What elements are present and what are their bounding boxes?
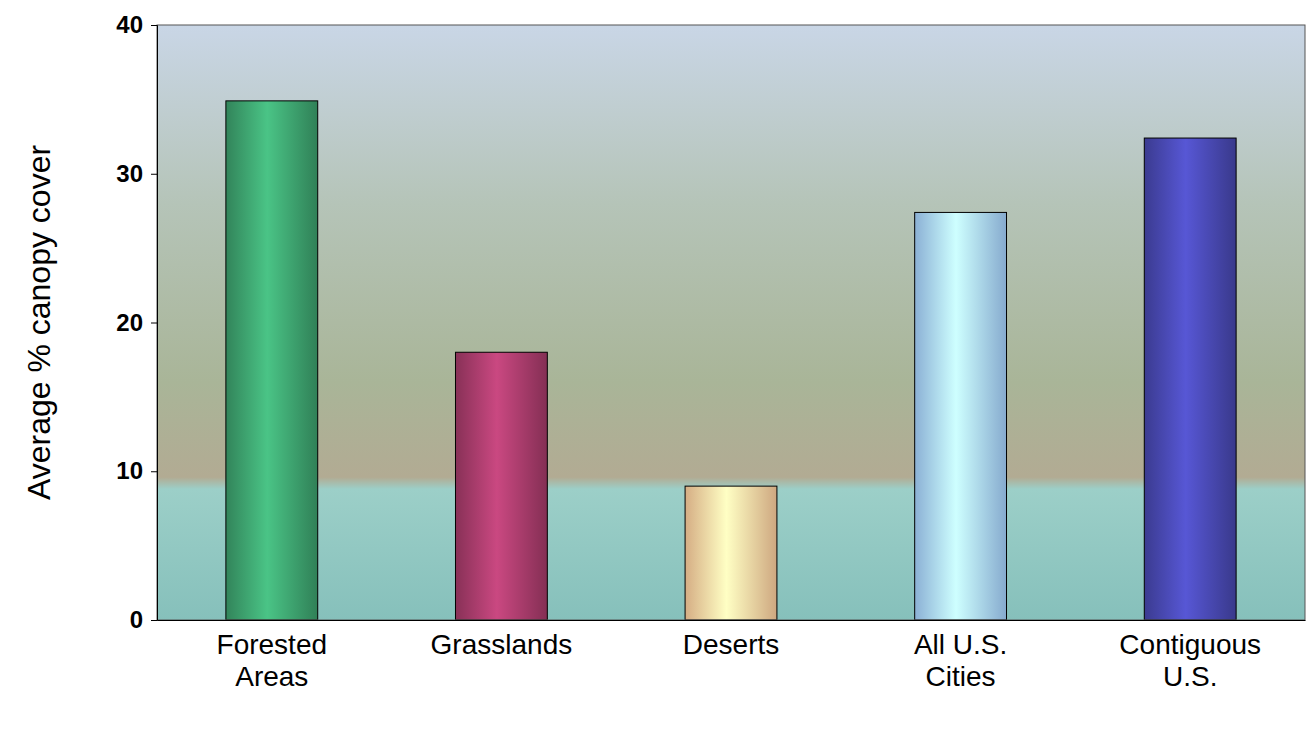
bar [1144, 138, 1236, 620]
y-tick-label: 20 [116, 309, 143, 336]
x-tick: ContiguousU.S. [1119, 620, 1261, 692]
y-tick: 10 [116, 457, 157, 484]
bar [915, 212, 1007, 620]
y-axis: 0 10 20 30 40 [116, 11, 157, 633]
x-tick-label-line: Contiguous [1119, 629, 1261, 660]
bar [685, 486, 777, 620]
x-tick: ForestedAreas [217, 620, 327, 692]
x-tick-label-line: Deserts [683, 629, 779, 660]
x-tick-label: Grasslands [431, 629, 573, 660]
y-tick-mark [151, 25, 157, 26]
y-tick-mark [151, 471, 157, 472]
y-tick-label: 30 [116, 160, 143, 187]
x-tick-label: ContiguousU.S. [1119, 629, 1261, 692]
x-axis-line [158, 620, 1306, 621]
y-tick: 0 [130, 606, 157, 633]
x-axis: ForestedAreas Grasslands Deserts All U.S.Ci… [158, 620, 1306, 692]
x-tick-label-line: Grasslands [431, 629, 573, 660]
y-tick: 30 [116, 160, 157, 187]
bar [226, 101, 318, 620]
x-tick-label-line: Areas [235, 661, 308, 692]
y-tick: 40 [116, 11, 157, 38]
y-tick-label: 40 [116, 11, 143, 38]
plot-background [157, 25, 1305, 620]
x-tick-label-line: All U.S. [914, 629, 1007, 660]
y-tick: 20 [116, 309, 157, 336]
chart: 0 10 20 30 40 ForestedAreas Grasslands Deserts A… [0, 0, 1313, 729]
x-tick-label-line: U.S. [1163, 661, 1217, 692]
bars [226, 101, 1236, 620]
x-tick-label: ForestedAreas [217, 629, 327, 692]
x-tick-label: Deserts [683, 629, 779, 660]
y-axis-title: Average % canopy cover [21, 145, 57, 501]
y-tick-mark [151, 174, 157, 175]
bar [455, 352, 547, 620]
plot: 0 10 20 30 40 ForestedAreas Grasslands Deserts A… [116, 11, 1305, 692]
x-tick: All U.S.Cities [914, 620, 1007, 692]
x-tick-label-line: Forested [217, 629, 327, 660]
y-tick-mark [151, 323, 157, 324]
x-tick-label-line: Cities [926, 661, 996, 692]
x-tick-label: All U.S.Cities [914, 629, 1007, 692]
x-tick: Grasslands [431, 620, 573, 660]
x-tick: Deserts [683, 620, 779, 660]
y-axis-line [151, 26, 158, 621]
y-tick-label: 0 [130, 606, 143, 633]
y-tick-mark [151, 620, 157, 621]
y-tick-label: 10 [116, 457, 143, 484]
plot-frame [157, 25, 1305, 620]
